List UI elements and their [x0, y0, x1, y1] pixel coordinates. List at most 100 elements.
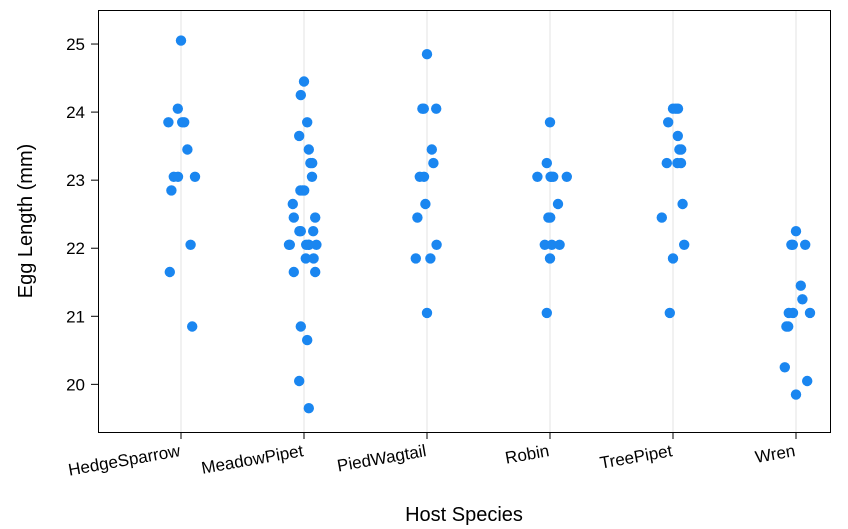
point-Wren	[800, 239, 811, 250]
point-MeadowPipet	[294, 226, 305, 237]
point-TreePipet	[664, 307, 675, 319]
point-TreePipet	[661, 157, 672, 169]
point-Robin	[532, 171, 543, 182]
point-MeadowPipet	[303, 403, 314, 414]
point-Wren	[790, 389, 802, 400]
point-MeadowPipet	[295, 185, 306, 196]
point-MeadowPipet	[294, 130, 305, 142]
point-Robin	[544, 253, 556, 264]
x-tick-label-MeadowPipet: MeadowPipet	[200, 441, 305, 478]
plot-frame	[98, 10, 831, 433]
point-HedgeSparrow	[177, 117, 188, 128]
y-tick-label-25: 25	[66, 35, 85, 54]
y-tick-label-21: 21	[66, 307, 85, 326]
point-Wren	[787, 307, 799, 319]
point-MeadowPipet	[294, 375, 305, 387]
point-MeadowPipet	[287, 198, 298, 210]
point-PiedWagtail	[431, 103, 442, 114]
point-Wren	[802, 375, 813, 387]
y-tick-label-22: 22	[66, 239, 85, 258]
point-MeadowPipet	[303, 239, 314, 250]
point-HedgeSparrow	[172, 171, 184, 182]
point-Wren	[804, 307, 816, 319]
point-PiedWagtail	[426, 144, 437, 155]
point-TreePipet	[667, 253, 679, 264]
point-MeadowPipet	[288, 212, 299, 223]
point-TreePipet	[679, 239, 690, 250]
point-HedgeSparrow	[166, 185, 177, 196]
point-PiedWagtail	[417, 103, 428, 114]
point-TreePipet	[663, 117, 674, 128]
grid-layer	[180, 10, 797, 432]
y-tick-label-24: 24	[66, 103, 85, 122]
point-TreePipet	[670, 103, 681, 114]
point-MeadowPipet	[306, 171, 318, 182]
point-PiedWagtail	[431, 239, 442, 250]
point-HedgeSparrow	[189, 171, 201, 182]
point-Robin	[545, 212, 556, 223]
point-HedgeSparrow	[175, 35, 187, 46]
point-Robin	[545, 171, 556, 182]
point-PiedWagtail	[421, 307, 433, 319]
point-Wren	[783, 321, 794, 332]
point-PiedWagtail	[425, 253, 436, 264]
point-MeadowPipet	[310, 212, 321, 223]
y-axis-title: Egg Length (mm)	[15, 144, 37, 299]
point-Wren	[790, 226, 802, 237]
x-tick-label-HedgeSparrow: HedgeSparrow	[67, 441, 183, 480]
point-HedgeSparrow	[163, 117, 174, 128]
point-MeadowPipet	[310, 266, 321, 278]
point-Robin	[554, 239, 565, 250]
point-MeadowPipet	[283, 239, 295, 250]
point-MeadowPipet	[302, 334, 313, 346]
point-PiedWagtail	[420, 198, 431, 210]
point-HedgeSparrow	[182, 144, 193, 155]
point-TreePipet	[672, 130, 683, 142]
point-MeadowPipet	[298, 76, 310, 87]
point-MeadowPipet	[300, 253, 311, 264]
points-layer	[163, 35, 816, 414]
point-TreePipet	[677, 198, 688, 210]
point-PiedWagtail	[412, 212, 423, 223]
point-Robin	[541, 157, 552, 169]
x-tick-label-PiedWagtail: PiedWagtail	[336, 441, 428, 475]
point-Robin	[544, 117, 556, 128]
point-MeadowPipet	[302, 117, 313, 128]
y-tick-label-23: 23	[66, 171, 85, 190]
point-HedgeSparrow	[187, 321, 198, 332]
point-TreePipet	[656, 212, 667, 223]
point-MeadowPipet	[288, 266, 299, 278]
point-MeadowPipet	[303, 144, 314, 155]
point-TreePipet	[672, 157, 683, 169]
point-TreePipet	[676, 144, 687, 155]
point-Wren	[795, 280, 806, 291]
y-tick-label-20: 20	[66, 375, 85, 394]
point-PiedWagtail	[421, 49, 433, 60]
point-MeadowPipet	[307, 157, 318, 169]
point-MeadowPipet	[295, 321, 306, 332]
point-PiedWagtail	[418, 171, 430, 182]
x-axis: HedgeSparrow MeadowPipet PiedWagtail Robin T…	[67, 432, 797, 480]
x-axis-title: Host Species	[405, 504, 523, 526]
x-tick-label-Robin: Robin	[504, 441, 551, 467]
point-Robin	[561, 171, 572, 182]
x-tick-label-TreePipet: TreePipet	[598, 441, 674, 472]
point-MeadowPipet	[295, 89, 306, 101]
y-axis: 20 21 22 23 24 25	[66, 35, 98, 394]
point-MeadowPipet	[308, 226, 319, 237]
point-Wren	[786, 239, 797, 250]
point-Robin	[552, 198, 564, 210]
point-Robin	[539, 239, 550, 250]
point-HedgeSparrow	[172, 103, 183, 114]
point-Wren	[797, 294, 808, 305]
point-HedgeSparrow	[164, 266, 175, 278]
point-Wren	[779, 362, 790, 373]
x-tick-label-Wren: Wren	[754, 441, 797, 467]
point-HedgeSparrow	[185, 239, 196, 250]
point-MeadowPipet	[311, 239, 322, 250]
point-MeadowPipet	[308, 253, 319, 264]
point-Robin	[541, 307, 552, 319]
point-PiedWagtail	[410, 253, 421, 264]
point-PiedWagtail	[428, 157, 439, 169]
